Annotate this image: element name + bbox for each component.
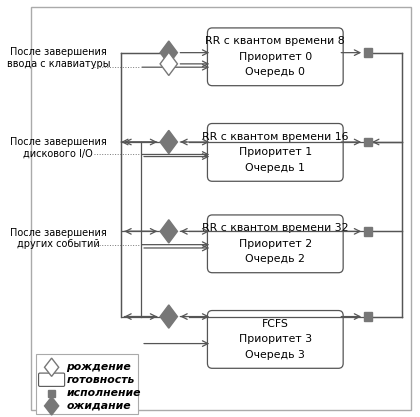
FancyBboxPatch shape [39, 373, 65, 387]
FancyBboxPatch shape [36, 354, 139, 414]
Polygon shape [160, 52, 178, 75]
FancyBboxPatch shape [207, 28, 343, 85]
Bar [364, 138, 372, 146]
Text: Очередь 0: Очередь 0 [245, 67, 305, 77]
Text: исполнение: исполнение [66, 389, 141, 399]
Text: ожидание: ожидание [66, 401, 131, 411]
Text: RR с квантом времени 16: RR с квантом времени 16 [202, 132, 349, 142]
Polygon shape [160, 305, 178, 328]
Polygon shape [160, 220, 178, 243]
FancyBboxPatch shape [207, 123, 343, 181]
Text: После завершения
ввода с клавиатуры: После завершения ввода с клавиатуры [7, 47, 110, 69]
Text: RR с квантом времени 32: RR с квантом времени 32 [202, 224, 349, 234]
Text: Приоритет 0: Приоритет 0 [239, 52, 312, 62]
Text: Очередь 1: Очередь 1 [245, 163, 305, 173]
Text: Приоритет 2: Приоритет 2 [239, 239, 312, 249]
Text: рождение: рождение [66, 362, 131, 372]
Text: Очередь 2: Очередь 2 [245, 254, 305, 264]
FancyBboxPatch shape [31, 7, 412, 410]
Text: Приоритет 3: Приоритет 3 [239, 334, 312, 344]
Polygon shape [160, 41, 178, 64]
Text: Очередь 3: Очередь 3 [245, 350, 305, 360]
Polygon shape [45, 358, 59, 377]
Text: RR с квантом времени 8: RR с квантом времени 8 [205, 36, 345, 46]
Bar [364, 227, 372, 236]
Polygon shape [45, 397, 59, 415]
FancyBboxPatch shape [207, 215, 343, 273]
Text: После завершения
дискового I/O: После завершения дискового I/O [10, 138, 107, 159]
Text: FCFS: FCFS [262, 319, 289, 329]
Text: После завершения
других событий: После завершения других событий [10, 228, 107, 249]
Bar [364, 312, 372, 321]
FancyBboxPatch shape [207, 311, 343, 368]
Text: Приоритет 1: Приоритет 1 [239, 147, 312, 157]
Bar [48, 390, 55, 397]
Polygon shape [160, 131, 178, 153]
Text: готовность: готовность [66, 375, 134, 385]
Bar [364, 48, 372, 57]
